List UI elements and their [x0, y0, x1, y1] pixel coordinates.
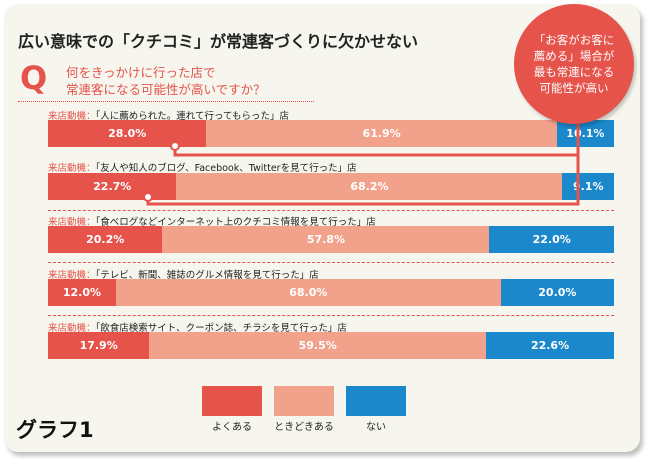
stacked-bar: 12.0% 68.0% 20.0% — [48, 279, 614, 306]
category-label: 「飲食店検索サイト、クーポン誌、チラシを見て行った」店 — [95, 323, 347, 334]
bar-segment-nai: 20.0% — [500, 279, 614, 306]
row-label: 来店動機：「食べログなどインターネット上のクチコミ情報を見て行った」店 — [48, 214, 376, 228]
motive-prefix: 来店動機： — [48, 270, 96, 281]
stacked-bar: 20.2% 57.8% 22.0% — [48, 226, 614, 253]
bar-segment-toki: 59.5% — [149, 332, 487, 359]
stacked-bar: 22.7% 68.2% 9.1% — [48, 173, 614, 200]
stacked-bar: 28.0% 61.9% 10.1% — [48, 120, 614, 147]
legend-swatch — [202, 386, 262, 416]
motive-prefix: 来店動機： — [48, 111, 96, 122]
legend-swatch — [274, 386, 334, 416]
question-line-1: 何をきっかけに行った店で — [66, 65, 216, 80]
bar-segment-toki: 57.8% — [162, 226, 490, 253]
legend-item-yoku: よくある — [202, 386, 262, 433]
legend-item-nai: ない — [346, 386, 406, 433]
row-label: 来店動機：「人に薦められた。連れて行ってもらった」店 — [48, 108, 289, 122]
legend-item-toki: ときどきある — [274, 386, 334, 433]
stacked-bar: 17.9% 59.5% 22.6% — [48, 332, 614, 359]
category-label: 「人に薦められた。連れて行ってもらった」店 — [95, 111, 290, 122]
row-label: 来店動機：「飲食店検索サイト、クーポン誌、チラシを見て行った」店 — [48, 320, 347, 334]
category-label: 「食べログなどインターネット上のクチコミ情報を見て行った」店 — [95, 217, 376, 228]
bar-segment-toki: 61.9% — [206, 120, 557, 147]
bar-segment-nai: 10.1% — [556, 120, 614, 147]
legend-label: ときどきある — [274, 422, 334, 433]
bar-segment-nai: 22.6% — [486, 332, 614, 359]
bar-segment-yoku: 12.0% — [48, 279, 116, 306]
chart-title: 広い意味での「クチコミ」が常連客づくりに欠かせない — [18, 32, 419, 51]
bar-segment-yoku: 20.2% — [48, 226, 163, 253]
legend-label: よくある — [212, 422, 252, 433]
legend-swatch — [346, 386, 406, 416]
bar-segment-yoku: 17.9% — [48, 332, 150, 359]
question-underline — [18, 101, 314, 103]
row-label: 来店動機：「友人や知人のブログ、Facebook、Twitterを見て行った」店 — [48, 160, 357, 174]
question-mark: Q — [20, 59, 48, 97]
motive-prefix: 来店動機： — [48, 217, 96, 228]
bar-segment-nai: 9.1% — [562, 173, 614, 200]
legend-label: ない — [366, 422, 386, 433]
bar-segment-toki: 68.2% — [176, 173, 563, 200]
question-line-2: 常連客になる可能性が高いですか？ — [66, 82, 266, 97]
category-label: 「テレビ、新聞、雑誌のグルメ情報を見て行った」店 — [95, 270, 319, 281]
bar-segment-yoku: 22.7% — [48, 173, 177, 200]
question-text: 何をきっかけに行った店で 常連客になる可能性が高いですか？ — [66, 64, 396, 98]
bar-segment-nai: 22.0% — [489, 226, 614, 253]
row-separator — [48, 262, 614, 263]
bar-segment-yoku: 28.0% — [48, 120, 207, 147]
callout-text: 「お客がお客に 薦める」場合が 最も常連になる 可能性が高い — [533, 33, 615, 95]
bar-segment-toki: 68.0% — [115, 279, 501, 306]
row-separator — [48, 210, 614, 211]
motive-prefix: 来店動機： — [48, 163, 96, 174]
graph-label: グラフ1 — [16, 418, 94, 442]
callout-bubble: 「お客がお客に 薦める」場合が 最も常連になる 可能性が高い — [514, 4, 634, 124]
row-separator — [48, 315, 614, 316]
motive-prefix: 来店動機： — [48, 323, 96, 334]
row-label: 来店動機：「テレビ、新聞、雑誌のグルメ情報を見て行った」店 — [48, 267, 319, 281]
